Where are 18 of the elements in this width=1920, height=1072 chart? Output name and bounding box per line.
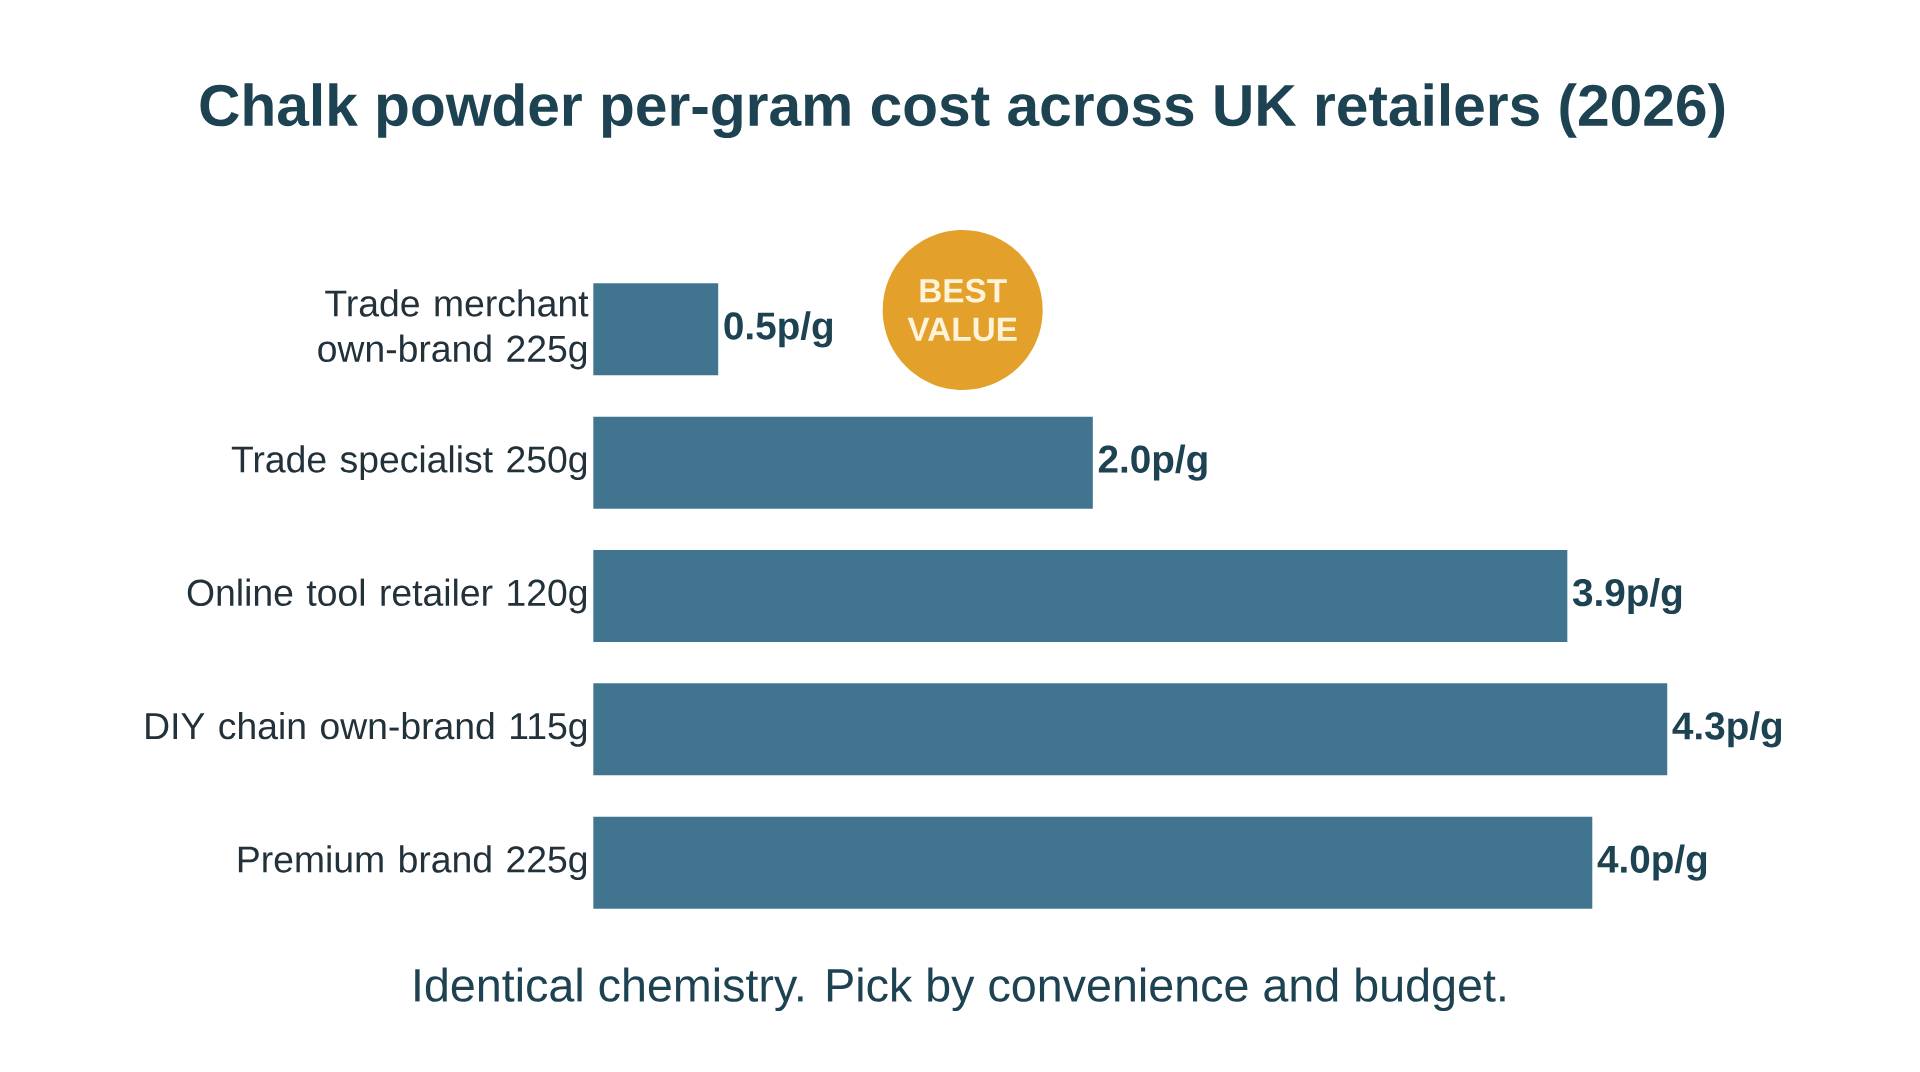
y-tick-label: Online tool retailer 120g [187,578,587,614]
data-label: 2.0p/g [1098,444,1207,481]
data-label: 3.9p/g [1572,577,1682,615]
annotation: BEST VALUE [907,278,1017,342]
bar [593,816,1593,909]
bar [593,683,1668,776]
data-label: 4.0p/g [1597,844,1707,881]
data-label: 4.3p/g [1672,711,1782,748]
y-tick-label: Trade merchant own-brand 225g [318,289,589,370]
bar [593,550,1568,642]
y-tick-label: Premium brand 225g [238,845,587,881]
bar [593,416,1093,509]
bar [593,283,719,376]
y-tick-label: DIY chain own-brand 115g [146,711,587,747]
y-tick-label: Trade specialist 250g [231,445,587,481]
chart-title: Chalk powder per-gram cost across UK retailers (2026) [200,83,1725,139]
text: Identical chemistry. Pick by convenience and budget. [415,967,1505,1012]
data-label: 0.5p/g [724,311,833,348]
